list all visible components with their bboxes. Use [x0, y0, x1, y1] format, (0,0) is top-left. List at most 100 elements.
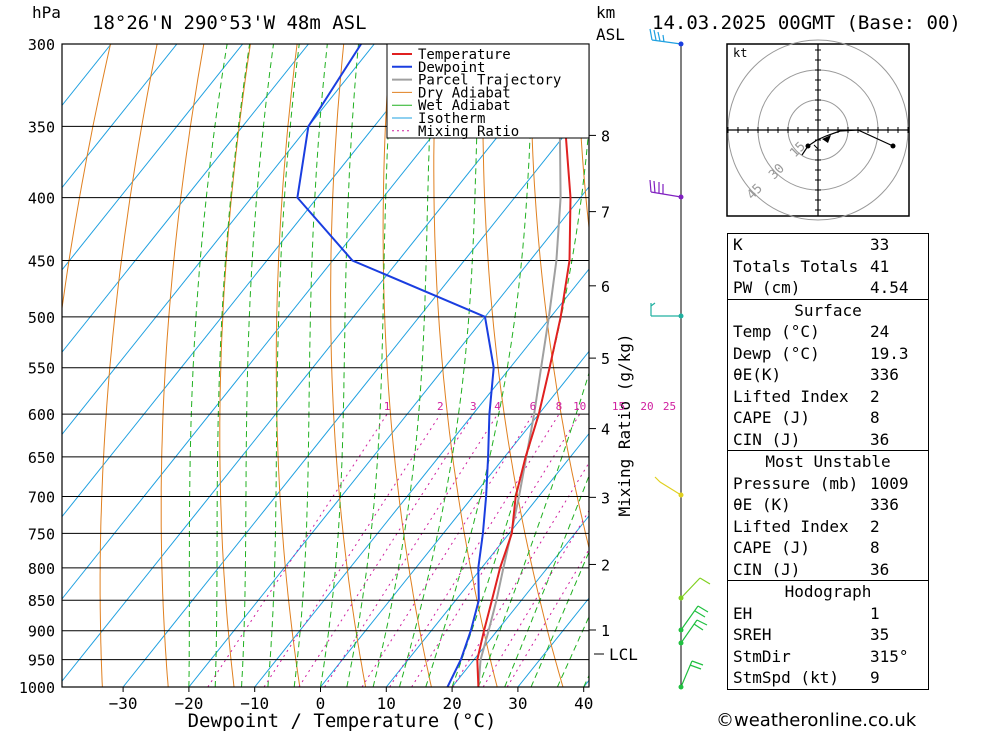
- hodo-row: StmSpd (kt) 9: [728, 667, 928, 689]
- temperature-tick-label: 10: [377, 694, 396, 713]
- pressure-tick-label: 450: [28, 253, 55, 271]
- wind-barb-850: [680, 577, 711, 599]
- isotherm-line: [62, 44, 309, 353]
- surface-label: Lifted Index: [733, 386, 849, 406]
- mu-row: θE (K) 336: [728, 494, 928, 516]
- mixing-ratio-value-label: 1: [384, 400, 391, 413]
- hodo-value: 9: [870, 668, 880, 687]
- parcel-trajectory-profile: [477, 44, 562, 687]
- temperature-tick-label: −20: [174, 694, 203, 713]
- isotherm-line: [62, 44, 112, 107]
- hodo-value: 315°: [870, 646, 909, 666]
- indices-table: K 33 Totals Totals 41 PW (cm) 4.54 Surface …: [727, 233, 929, 690]
- pressure-tick-label: 300: [28, 36, 55, 54]
- pressure-tick-label: 400: [28, 190, 55, 208]
- km-axis: 8 7 6 5 4 3 2 1: [589, 127, 610, 640]
- dry-adiabat-line: [576, 44, 589, 233]
- dry-adiabat-line: [433, 44, 498, 687]
- plot-frame: [61, 43, 590, 688]
- pressure-unit-label: hPa: [32, 3, 61, 22]
- mixing-ratio-value-label: 25: [663, 400, 676, 413]
- isotherm-line: [62, 44, 507, 600]
- pressure-tick-label: 650: [28, 449, 55, 467]
- isotherm-line: [385, 432, 589, 687]
- mu-row: CIN (J) 36: [728, 559, 928, 581]
- wet-adiabat-line: [504, 474, 589, 687]
- hodograph-point-end: [890, 143, 896, 149]
- legend-label: Dewpoint: [418, 60, 485, 76]
- hodo-label: StmDir: [733, 646, 791, 666]
- mixing-ratio-labels: 1 2 3 4 6 8 10 15 20 25: [384, 400, 676, 413]
- surface-section: Surface Temp (°C) 24 Dewp (°C) 19.3 θE(K) 3…: [728, 298, 928, 451]
- mixing-ratio-axis-title: Mixing Ratio (g/kg): [615, 333, 634, 516]
- pressure-tick-label: 550: [28, 360, 55, 378]
- mu-value: 1009: [870, 473, 909, 493]
- mixing-ratio-value-label: 3: [470, 400, 477, 413]
- wet-adiabat-line: [451, 121, 589, 687]
- hodo-label: SREH: [733, 625, 772, 644]
- temperature-tick-label: −10: [240, 694, 269, 713]
- index-label: PW (cm): [733, 278, 801, 297]
- wind-barb-column: [649, 28, 711, 690]
- wind-barb-400: [649, 179, 682, 198]
- legend-label: Isotherm: [418, 111, 485, 127]
- surface-row: CAPE (J) 8: [728, 407, 928, 429]
- pressure-tick-label: 900: [28, 623, 55, 641]
- pressure-tick-label: 950: [28, 652, 55, 670]
- hodograph: kt 15 30 45: [726, 39, 910, 221]
- wet-adiabat-line: [530, 550, 589, 687]
- mu-row: Pressure (mb) 1009: [728, 473, 928, 495]
- km-unit-label: km: [596, 3, 615, 22]
- isotherm-line: [254, 268, 589, 687]
- mixing-ratio-line: [506, 548, 589, 687]
- profiles: [296, 44, 572, 687]
- mu-label: CAPE (J): [733, 538, 811, 557]
- wind-dot-850: [678, 595, 684, 601]
- km-tick-label: 6: [601, 278, 610, 296]
- dry-adiabat-line: [99, 44, 158, 687]
- mu-value: 36: [870, 559, 890, 579]
- temperature-tick-label: −30: [109, 694, 138, 713]
- pressure-gridlines: [62, 43, 589, 688]
- dry-adiabat-line: [950, 44, 1000, 687]
- hodograph-point-start: [805, 143, 811, 149]
- mu-label: θE (K): [733, 495, 791, 514]
- legend-label: Temperature: [418, 47, 511, 63]
- wind-dot-300: [678, 41, 684, 47]
- pressure-tick-label: 500: [28, 309, 55, 327]
- wind-dot-400: [678, 194, 684, 200]
- isotherm-line: [188, 186, 589, 687]
- surface-row: Temp (°C) 24: [728, 321, 928, 343]
- wet-adiabat-line: [556, 615, 589, 687]
- temperature-profile: [476, 44, 572, 687]
- temperature-tick-label: 30: [508, 694, 527, 713]
- hodo-row: SREH 35: [728, 624, 928, 646]
- isotherm-line: [320, 350, 589, 687]
- wind-barb-500: [650, 302, 681, 317]
- surface-label: Temp (°C): [733, 322, 820, 341]
- asl-label: ASL: [596, 25, 625, 44]
- wind-dot-500: [678, 313, 684, 319]
- hodo-row: EH 1: [728, 603, 928, 625]
- surface-label: CAPE (J): [733, 408, 811, 427]
- mixing-ratio-line: [207, 413, 388, 687]
- surface-value: 36: [870, 429, 890, 449]
- wet-adiabat-line: [188, 44, 228, 687]
- legend-label: Dry Adiabat: [418, 85, 511, 101]
- wind-barb-300: [649, 28, 682, 45]
- wet-adiabat-line: [267, 44, 300, 687]
- isotherm-line: [122, 103, 589, 687]
- hodo-label: EH: [733, 603, 753, 623]
- index-value: 41: [870, 256, 890, 276]
- mu-label: Lifted Index: [733, 516, 849, 536]
- surface-label: CIN (J): [733, 429, 801, 449]
- surface-label: θE(K): [733, 365, 782, 384]
- wind-dot-1000: [678, 684, 684, 690]
- index-row-pw: PW (cm) 4.54: [728, 277, 928, 299]
- wind-barb-925: [680, 619, 708, 644]
- surface-row: θE(K) 336: [728, 364, 928, 386]
- km-tick-label: 7: [601, 204, 610, 222]
- hodo-value: 35: [870, 625, 890, 644]
